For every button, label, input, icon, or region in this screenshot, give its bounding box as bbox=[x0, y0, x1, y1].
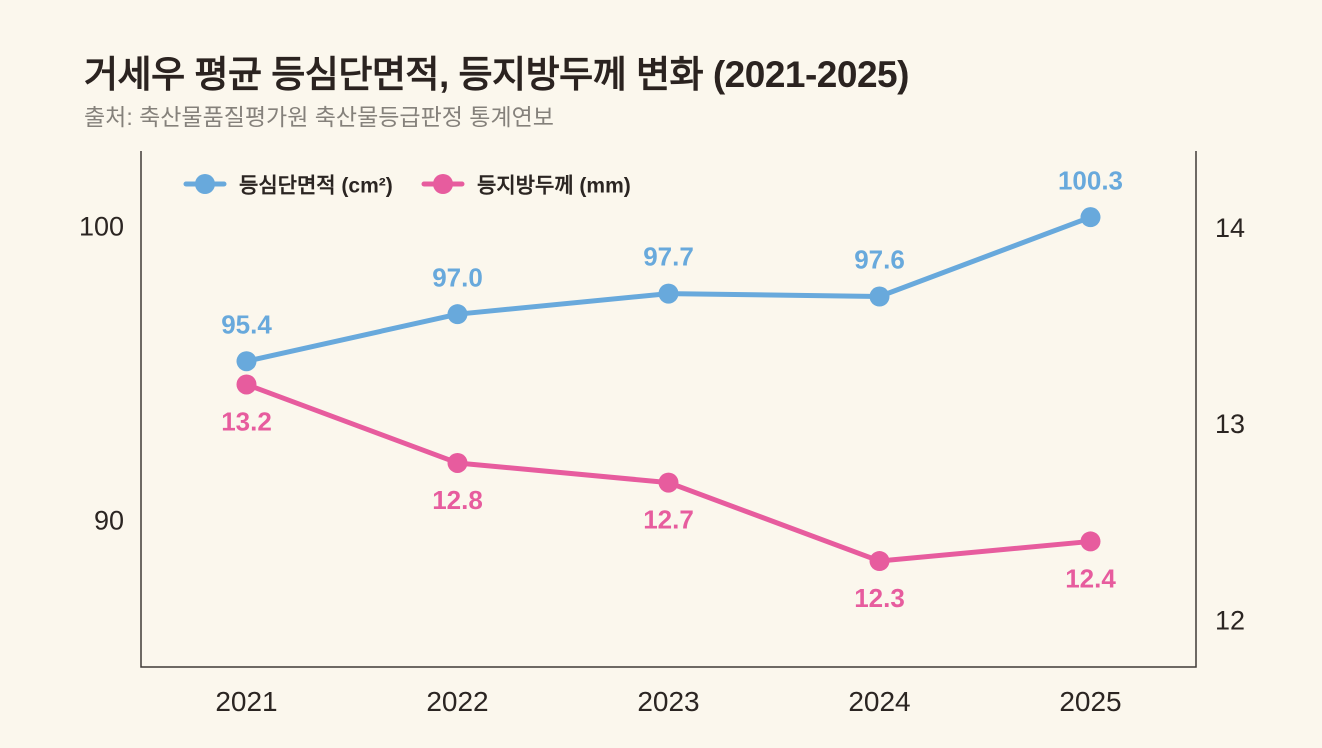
value-label-backfat-2022: 12.8 bbox=[432, 485, 483, 515]
x-axis-label: 2025 bbox=[1059, 686, 1121, 717]
point-backfat-2024 bbox=[869, 551, 890, 572]
legend-label-backfat: 등지방두께 (mm) bbox=[477, 174, 631, 197]
x-axis-label: 2021 bbox=[215, 686, 277, 717]
value-label-backfat-2021: 13.2 bbox=[221, 407, 272, 437]
point-loin-area-2023 bbox=[658, 283, 679, 304]
point-backfat-2022 bbox=[447, 452, 468, 473]
value-label-backfat-2024: 12.3 bbox=[854, 583, 905, 613]
chart-source: 출처: 축산물품질평가원 축산물등급판정 통계연보 bbox=[84, 104, 554, 130]
point-backfat-2021 bbox=[236, 374, 257, 395]
value-label-backfat-2025: 12.4 bbox=[1065, 564, 1116, 594]
plot-frame bbox=[140, 151, 1197, 668]
y-axis-left-tick-label: 90 bbox=[94, 505, 124, 535]
point-loin-area-2022 bbox=[447, 304, 468, 325]
legend-dot-icon-backfat bbox=[433, 174, 453, 194]
value-label-loin-area-2022: 97.0 bbox=[432, 262, 483, 292]
point-loin-area-2024 bbox=[869, 286, 890, 307]
y-axis-left-tick-label: 100 bbox=[79, 211, 124, 241]
point-loin-area-2021 bbox=[236, 351, 257, 372]
y-axis-right-tick-label: 12 bbox=[1215, 605, 1245, 635]
point-loin-area-2025 bbox=[1080, 207, 1101, 228]
value-label-loin-area-2024: 97.6 bbox=[854, 245, 905, 275]
point-backfat-2025 bbox=[1080, 531, 1101, 552]
x-axis-label: 2022 bbox=[426, 686, 488, 717]
value-label-loin-area-2023: 97.7 bbox=[643, 242, 694, 272]
x-axis-label: 2023 bbox=[637, 686, 699, 717]
legend-label-loin-area: 등심단면적 (cm²) bbox=[239, 174, 393, 197]
value-label-loin-area-2025: 100.3 bbox=[1058, 165, 1123, 195]
value-label-loin-area-2021: 95.4 bbox=[221, 309, 272, 339]
y-axis-right-tick-label: 13 bbox=[1215, 409, 1245, 439]
x-axis-label: 2024 bbox=[848, 686, 910, 717]
point-backfat-2023 bbox=[658, 472, 679, 493]
chart-title: 거세우 평균 등심단면적, 등지방두께 변화 (2021-2025) bbox=[84, 54, 909, 95]
y-axis-right-tick-label: 14 bbox=[1215, 213, 1245, 243]
value-label-backfat-2023: 12.7 bbox=[643, 505, 694, 535]
legend-dot-icon-loin-area bbox=[195, 174, 215, 194]
